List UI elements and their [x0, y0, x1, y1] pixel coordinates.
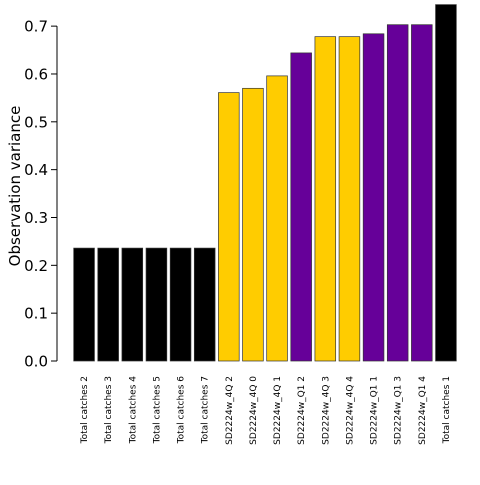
- bar-4: [145, 247, 168, 362]
- y-tick-label: 0.2: [24, 257, 48, 275]
- bar-7: [218, 92, 240, 362]
- bar-9: [266, 75, 288, 362]
- y-tick-label: 0.4: [24, 161, 48, 179]
- bars-group: [73, 4, 457, 362]
- bar-12: [338, 36, 361, 362]
- x-tick-label: SD2224w_4Q 3: [321, 376, 331, 445]
- x-tick-label: SD2224w_4Q 2: [225, 376, 235, 445]
- bar-3: [121, 247, 144, 362]
- bar-1: [73, 247, 95, 362]
- bar-14: [386, 24, 409, 362]
- bar-8: [242, 87, 264, 362]
- x-tick-label: Total catches 3: [104, 376, 114, 444]
- x-tick-label: SD2224w_4Q 0: [249, 376, 259, 445]
- y-tick-label: 0.7: [24, 18, 48, 36]
- x-tick-label: SD2224w_Q1 1: [370, 376, 380, 445]
- x-tick-label: SD2224w_Q1 3: [394, 376, 404, 445]
- x-tick-label: Total catches 6: [177, 376, 187, 445]
- x-tick-label: SD2224w_Q1 2: [297, 376, 307, 445]
- x-tick-label: SD2224w_4Q 1: [273, 376, 283, 445]
- x-tick-label: Total catches 7: [201, 376, 211, 444]
- x-tick-label: SD2224w_Q1 4: [418, 376, 428, 445]
- y-tick-label: 0.5: [24, 113, 48, 131]
- y-tick-label: 0.1: [24, 305, 48, 323]
- bar-6: [193, 247, 216, 362]
- y-tick-label: 0.0: [24, 353, 48, 371]
- bar-15: [411, 24, 433, 362]
- x-tick-label: Total catches 4: [128, 376, 138, 445]
- bar-13: [362, 33, 385, 362]
- x-tick-label: Total catches 5: [152, 376, 162, 444]
- y-axis: 0.0 0.1 0.2 0.3 0.4 0.5 0.6 0.7: [24, 18, 58, 371]
- bar-11: [314, 36, 337, 362]
- y-tick-label: 0.6: [24, 65, 48, 83]
- y-tick-label: 0.3: [24, 209, 48, 227]
- x-tick-label: Total catches 1: [442, 376, 452, 444]
- bar-16: [435, 4, 457, 362]
- x-tick-labels: Total catches 2 Total catches 3 Total catc…: [80, 376, 452, 445]
- bar-10: [290, 52, 312, 362]
- x-tick-label: Total catches 2: [80, 376, 90, 444]
- bar-2: [97, 247, 119, 362]
- x-tick-label: SD2224w_4Q 4: [345, 376, 355, 445]
- y-axis-label: Observation variance: [6, 106, 24, 267]
- bar-5: [169, 247, 192, 362]
